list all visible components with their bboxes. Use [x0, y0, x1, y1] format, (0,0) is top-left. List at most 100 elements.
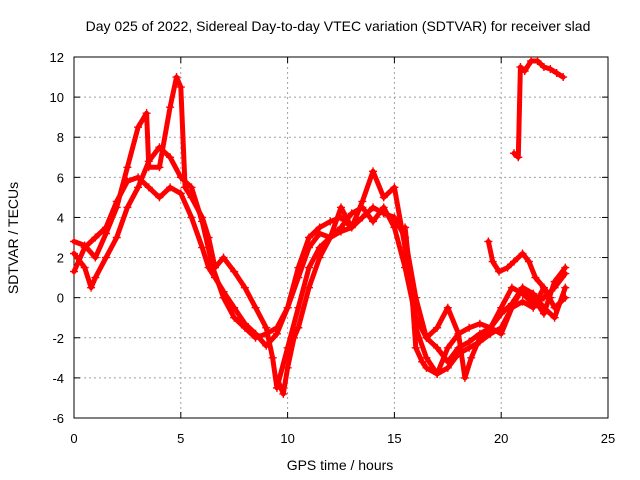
data-point [230, 313, 239, 322]
series-trace [71, 144, 568, 341]
data-point [123, 203, 132, 212]
data-point [142, 109, 151, 118]
data-point [443, 303, 452, 312]
data-point [546, 293, 555, 302]
x-tick-label: 20 [494, 431, 508, 446]
series-track-g [510, 57, 568, 162]
data-point [390, 183, 399, 192]
data-point [443, 343, 452, 352]
data-point [155, 193, 164, 202]
data-point [503, 263, 512, 272]
data-point [514, 153, 523, 162]
y-tick-label: 2 [57, 251, 64, 266]
data-point [465, 323, 474, 332]
data-point [315, 253, 324, 262]
series-track-f [484, 237, 555, 302]
y-tick-label: 0 [57, 291, 64, 306]
data-point [550, 277, 559, 286]
data-point [326, 217, 335, 226]
data-point [290, 333, 299, 342]
data-point [379, 193, 388, 202]
data-point [460, 373, 469, 382]
data-point [433, 343, 442, 352]
data-point [294, 303, 303, 312]
data-point [510, 149, 519, 158]
data-point [283, 303, 292, 312]
data-point [176, 173, 185, 182]
data-point [187, 213, 196, 222]
data-point [176, 83, 185, 92]
data-point [134, 183, 143, 192]
data-point [486, 323, 495, 332]
data-point [518, 283, 527, 292]
data-point [294, 263, 303, 272]
data-point [91, 273, 100, 282]
data-point [510, 257, 519, 266]
data-point [433, 323, 442, 332]
series-trace [511, 58, 566, 160]
data-series [70, 57, 570, 398]
x-tick-label: 5 [177, 431, 184, 446]
data-point [518, 249, 527, 258]
data-point [507, 299, 516, 308]
data-point [112, 233, 121, 242]
data-point [251, 333, 260, 342]
data-point [326, 233, 335, 242]
x-tick-label: 10 [280, 431, 294, 446]
data-point [561, 263, 570, 272]
data-point [240, 323, 249, 332]
data-point [422, 363, 431, 372]
data-point [272, 323, 281, 332]
data-point [495, 267, 504, 276]
data-point [102, 229, 111, 238]
data-point [187, 183, 196, 192]
data-point [155, 143, 164, 152]
data-point [484, 237, 493, 246]
data-point [134, 123, 143, 132]
data-point [443, 363, 452, 372]
data-point [166, 183, 175, 192]
data-point [369, 203, 378, 212]
data-point [539, 283, 548, 292]
data-point [268, 353, 277, 362]
data-point [539, 309, 548, 318]
data-point [315, 223, 324, 232]
axis-ticks: 0 5 10 15 20 25 -6 -4 -2 0 2 4 6 8 10 12 [50, 50, 616, 446]
data-point [283, 363, 292, 372]
chart-title: Day 025 of 2022, Sidereal Day-to-day VTE… [86, 18, 591, 34]
data-point [172, 73, 181, 82]
data-point [561, 283, 570, 292]
data-point [559, 73, 568, 82]
data-point [80, 241, 89, 250]
data-point [294, 323, 303, 332]
data-point [347, 223, 356, 232]
data-point [407, 283, 416, 292]
data-point [155, 163, 164, 172]
data-point [166, 153, 175, 162]
x-tick-label: 15 [387, 431, 401, 446]
data-point [488, 257, 497, 266]
data-point [102, 253, 111, 262]
data-point [454, 329, 463, 338]
series-track-d [272, 223, 356, 398]
series-track-c [70, 143, 570, 342]
data-point [337, 213, 345, 222]
data-point [70, 267, 78, 276]
data-point [198, 243, 207, 252]
y-axis-title: SDTVAR / TECUs [5, 182, 21, 294]
data-point [208, 263, 217, 272]
y-tick-label: -2 [52, 331, 64, 346]
data-point [550, 303, 559, 312]
data-point [80, 263, 89, 272]
data-point [369, 167, 378, 176]
data-point [70, 249, 78, 258]
data-point [347, 209, 356, 218]
x-tick-label: 0 [70, 431, 77, 446]
data-point [358, 197, 367, 206]
data-point [240, 283, 249, 292]
x-axis-title: GPS time / hours [287, 457, 394, 473]
data-point [529, 303, 538, 312]
y-tick-label: 4 [57, 210, 64, 225]
data-point [497, 329, 506, 338]
data-point [550, 313, 559, 322]
